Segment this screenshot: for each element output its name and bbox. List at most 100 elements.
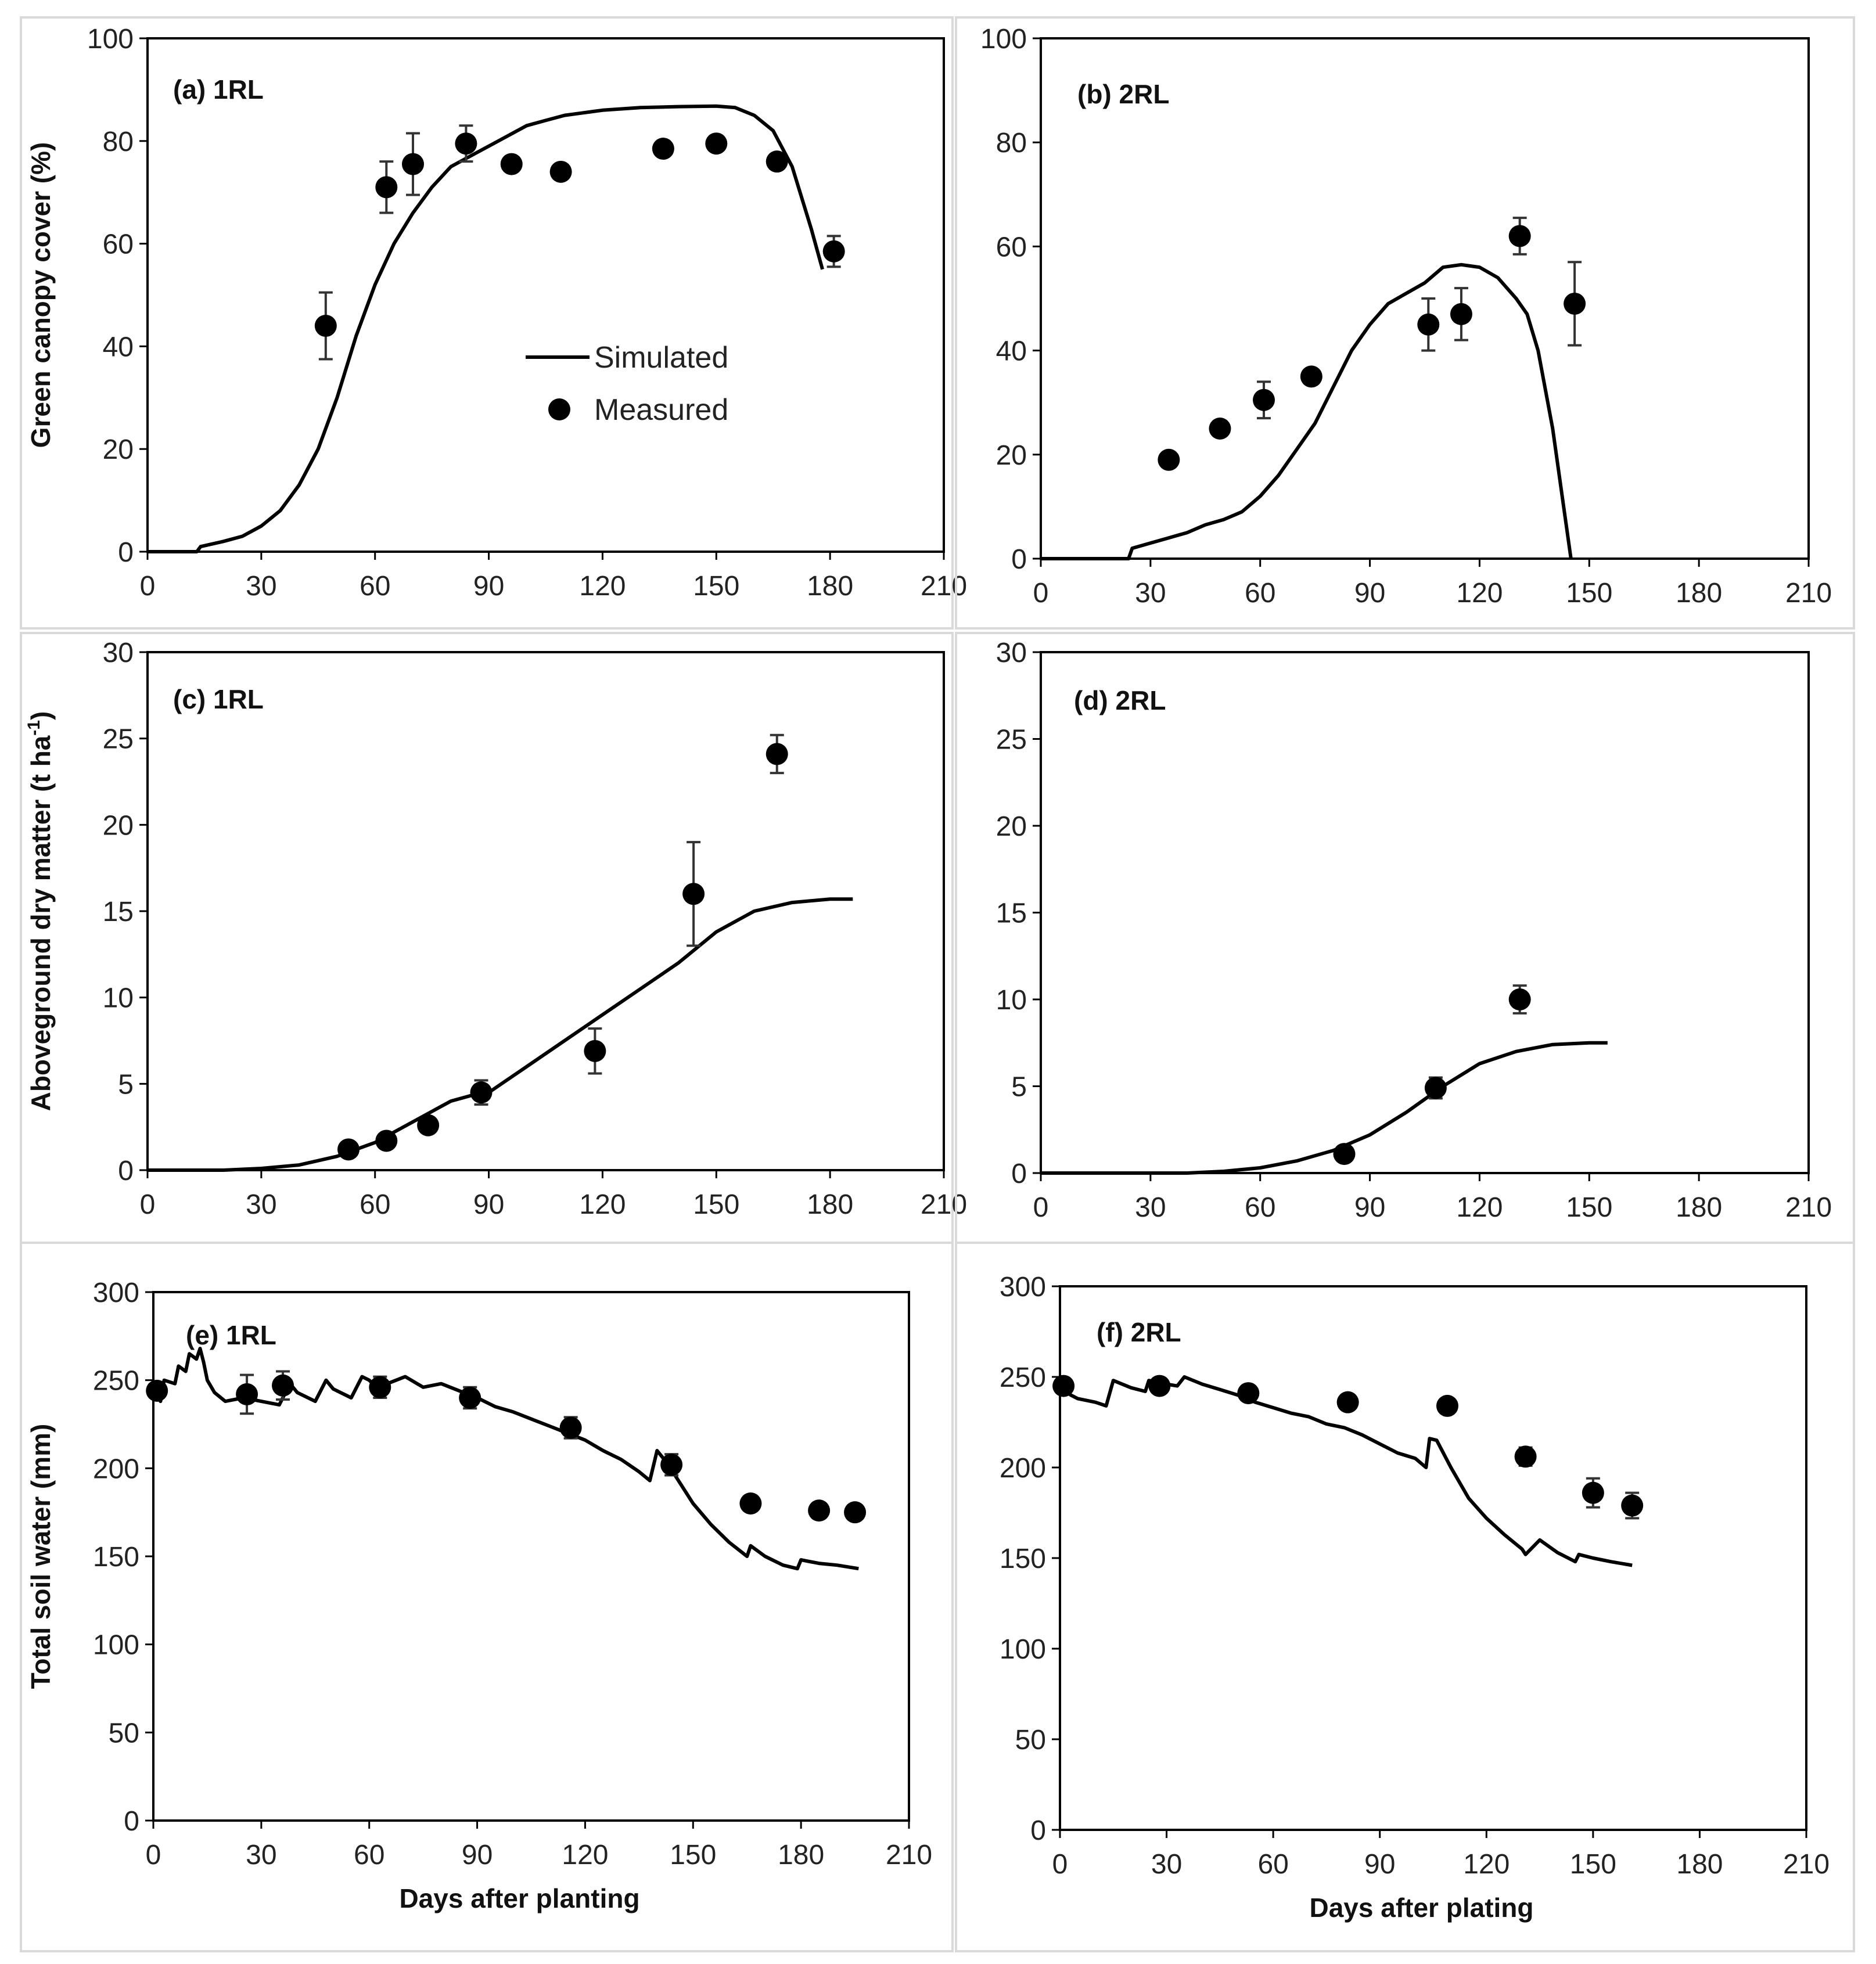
data-point-measured bbox=[652, 138, 674, 160]
x-tick-label: 210 bbox=[886, 1840, 932, 1871]
x-tick-label: 120 bbox=[579, 1189, 626, 1220]
chart-panel-a: 0 30 60 90 120 150 180 210 0 20 40 60 80 100 (a) 1RL Gr… bbox=[20, 16, 967, 630]
x-tick-label: 90 bbox=[1354, 1192, 1385, 1223]
x-tick-label: 150 bbox=[670, 1840, 716, 1871]
x-tick-label: 0 bbox=[1052, 1849, 1068, 1880]
data-point-measured bbox=[766, 150, 788, 173]
y-tick-label: 20 bbox=[103, 434, 134, 465]
x-tick-label: 120 bbox=[1463, 1849, 1510, 1880]
chart-panel-c: 0 30 60 90 120 150 180 210 0 5 10 15 20 25 30 (c) 1RL Ab… bbox=[20, 632, 967, 1244]
y-tick-label: 200 bbox=[1000, 1453, 1046, 1484]
data-point-measured bbox=[146, 1379, 168, 1402]
panel-label: (b) 2RL bbox=[1077, 79, 1169, 109]
x-tick-label: 120 bbox=[1456, 578, 1503, 609]
plot-area bbox=[152, 1291, 910, 1822]
panel-frame bbox=[20, 632, 954, 1244]
y-tick-label: 40 bbox=[996, 336, 1027, 367]
x-tick-label: 210 bbox=[921, 1189, 967, 1220]
y-tick-label: 15 bbox=[996, 898, 1027, 929]
y-tick-label: 60 bbox=[103, 229, 134, 260]
data-point-measured bbox=[417, 1114, 440, 1136]
y-tick-label: 0 bbox=[118, 537, 134, 568]
data-point-measured bbox=[236, 1383, 258, 1405]
x-tick-label: 120 bbox=[579, 571, 626, 602]
data-point-measured bbox=[1508, 988, 1531, 1010]
x-tick-label: 60 bbox=[1245, 1192, 1275, 1223]
legend-marker-swatch bbox=[548, 398, 570, 420]
data-point-measured bbox=[739, 1492, 762, 1515]
data-point-measured bbox=[1621, 1494, 1644, 1517]
data-point-measured bbox=[822, 240, 845, 262]
y-tick-label: 10 bbox=[996, 985, 1027, 1016]
y-tick-label: 5 bbox=[118, 1069, 134, 1100]
data-point-measured bbox=[1514, 1445, 1537, 1468]
x-tick-label: 210 bbox=[921, 571, 967, 602]
data-point-measured bbox=[470, 1081, 493, 1104]
x-tick-label: 150 bbox=[1570, 1849, 1616, 1880]
x-tick-label: 180 bbox=[1676, 578, 1722, 609]
panel-label: (a) 1RL bbox=[173, 74, 264, 105]
data-point-measured bbox=[369, 1376, 391, 1398]
data-point-measured bbox=[1253, 389, 1275, 411]
x-tick-label: 30 bbox=[1151, 1849, 1182, 1880]
plot-area bbox=[1059, 1285, 1807, 1831]
data-point-measured bbox=[1148, 1375, 1171, 1397]
x-axis-title: Days after plating bbox=[1310, 1893, 1534, 1923]
legend-label-measured: Measured bbox=[594, 393, 728, 427]
x-tick-label: 210 bbox=[1785, 1192, 1832, 1223]
x-tick-label: 150 bbox=[1566, 1192, 1612, 1223]
y-tick-label: 0 bbox=[118, 1156, 134, 1186]
x-tick-label: 30 bbox=[246, 1189, 276, 1220]
data-point-measured bbox=[584, 1039, 606, 1062]
plot-area bbox=[1040, 37, 1810, 560]
y-tick-label: 100 bbox=[87, 24, 134, 55]
panel-frame bbox=[20, 1242, 954, 1952]
data-point-measured bbox=[1424, 1077, 1447, 1099]
x-tick-label: 60 bbox=[1257, 1849, 1288, 1880]
y-tick-label: 250 bbox=[1000, 1362, 1046, 1393]
panel-label: (c) 1RL bbox=[173, 684, 264, 714]
x-tick-label: 90 bbox=[1364, 1849, 1395, 1880]
data-point-measured bbox=[844, 1501, 867, 1524]
data-point-measured bbox=[402, 153, 424, 175]
data-point-measured bbox=[1417, 313, 1440, 336]
chart-panel-d: 0 30 60 90 120 150 180 210 0 5 10 15 20 25 30 (d) 2RL bbox=[955, 632, 1855, 1244]
x-tick-label: 150 bbox=[693, 1189, 739, 1220]
x-tick-label: 90 bbox=[473, 571, 504, 602]
data-point-measured bbox=[660, 1454, 683, 1476]
x-tick-label: 30 bbox=[246, 1840, 276, 1871]
y-tick-label: 25 bbox=[103, 724, 134, 755]
x-axis-title: Days after planting bbox=[399, 1883, 639, 1913]
data-point-measured bbox=[1300, 365, 1322, 388]
data-point-measured bbox=[1450, 303, 1472, 325]
x-tick-label: 180 bbox=[807, 1189, 853, 1220]
y-tick-label: 50 bbox=[1015, 1725, 1046, 1756]
y-tick-label: 80 bbox=[103, 127, 134, 157]
data-point-measured bbox=[1158, 448, 1180, 471]
data-point-measured bbox=[766, 743, 788, 765]
data-point-measured bbox=[1237, 1382, 1260, 1405]
data-point-measured bbox=[549, 160, 572, 183]
plot-area bbox=[1040, 651, 1810, 1174]
y-tick-label: 100 bbox=[1000, 1634, 1046, 1665]
data-point-measured bbox=[1209, 418, 1231, 440]
data-point-measured bbox=[337, 1138, 360, 1161]
x-tick-label: 0 bbox=[146, 1840, 161, 1871]
series-line-simulated bbox=[152, 1347, 859, 1571]
chart-panel-f: 0 30 60 90 120 150 180 210 0 50 100 150 200 250 300 (f)… bbox=[955, 1242, 1855, 1952]
x-tick-label: 150 bbox=[1566, 578, 1612, 609]
y-tick-label: 50 bbox=[109, 1718, 139, 1749]
x-tick-label: 90 bbox=[473, 1189, 504, 1220]
x-tick-label: 0 bbox=[140, 571, 156, 602]
data-point-measured bbox=[500, 153, 523, 175]
y-axis-title: Aboveground dry matter (t ha-1) bbox=[24, 711, 56, 1112]
y-tick-label: 0 bbox=[1011, 544, 1027, 575]
y-tick-label: 80 bbox=[996, 128, 1027, 159]
x-tick-label: 90 bbox=[1354, 578, 1385, 609]
x-tick-label: 60 bbox=[354, 1840, 384, 1871]
y-tick-label: 25 bbox=[996, 725, 1027, 756]
panel-frame bbox=[955, 632, 1855, 1244]
x-tick-label: 120 bbox=[1456, 1192, 1503, 1223]
x-tick-label: 180 bbox=[778, 1840, 824, 1871]
y-tick-label: 300 bbox=[93, 1278, 139, 1308]
